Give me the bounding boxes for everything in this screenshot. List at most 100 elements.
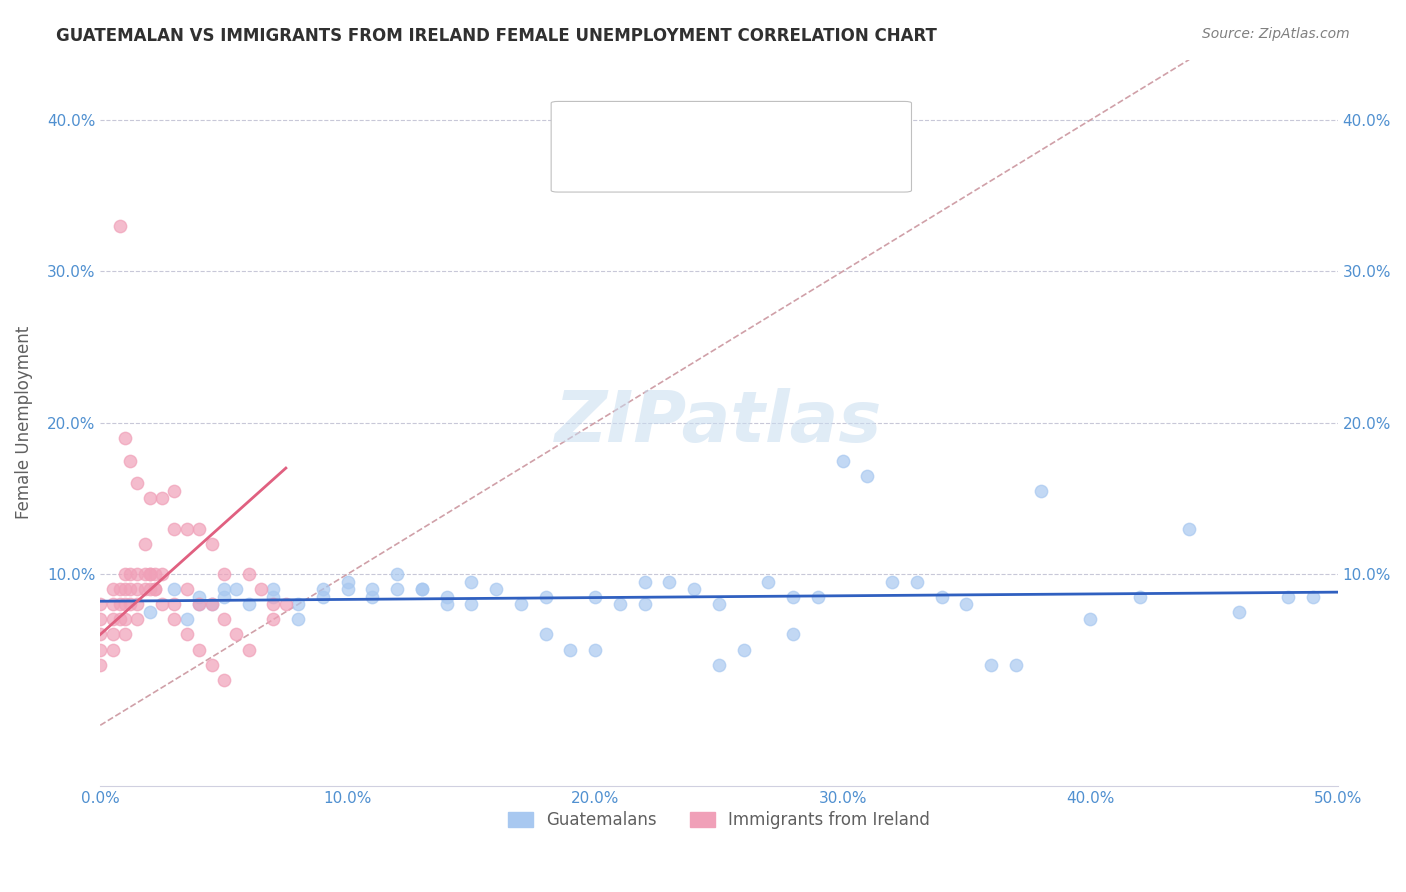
Guatemalans: [201, 597, 224, 611]
Guatemalans: [1129, 590, 1152, 604]
Guatemalans: [460, 574, 482, 589]
Guatemalans: [534, 627, 557, 641]
Immigrants from Ireland: [114, 597, 136, 611]
Immigrants from Ireland: [263, 597, 285, 611]
Guatemalans: [583, 590, 606, 604]
Guatemalans: [905, 574, 928, 589]
Guatemalans: [387, 582, 409, 596]
Legend: Guatemalans, Immigrants from Ireland: Guatemalans, Immigrants from Ireland: [501, 805, 936, 836]
Immigrants from Ireland: [101, 597, 124, 611]
Guatemalans: [411, 582, 433, 596]
Immigrants from Ireland: [139, 582, 162, 596]
Immigrants from Ireland: [250, 582, 273, 596]
Immigrants from Ireland: [127, 597, 149, 611]
Immigrants from Ireland: [118, 597, 141, 611]
Immigrants from Ireland: [108, 582, 131, 596]
Guatemalans: [212, 582, 235, 596]
Immigrants from Ireland: [101, 612, 124, 626]
Guatemalans: [225, 582, 247, 596]
Immigrants from Ireland: [163, 597, 186, 611]
Guatemalans: [782, 590, 804, 604]
Immigrants from Ireland: [163, 612, 186, 626]
Immigrants from Ireland: [139, 491, 162, 506]
Guatemalans: [361, 582, 384, 596]
Immigrants from Ireland: [201, 597, 224, 611]
Immigrants from Ireland: [274, 597, 297, 611]
Immigrants from Ireland: [225, 627, 247, 641]
Guatemalans: [856, 468, 879, 483]
Immigrants from Ireland: [143, 566, 166, 581]
Immigrants from Ireland: [134, 582, 156, 596]
Text: Source: ZipAtlas.com: Source: ZipAtlas.com: [1202, 27, 1350, 41]
Guatemalans: [510, 597, 533, 611]
Guatemalans: [733, 642, 755, 657]
Guatemalans: [658, 574, 681, 589]
Immigrants from Ireland: [139, 566, 162, 581]
Text: GUATEMALAN VS IMMIGRANTS FROM IRELAND FEMALE UNEMPLOYMENT CORRELATION CHART: GUATEMALAN VS IMMIGRANTS FROM IRELAND FE…: [56, 27, 938, 45]
Guatemalans: [287, 612, 309, 626]
Guatemalans: [707, 597, 730, 611]
Immigrants from Ireland: [114, 582, 136, 596]
Guatemalans: [807, 590, 830, 604]
Guatemalans: [411, 582, 433, 596]
Immigrants from Ireland: [134, 566, 156, 581]
Immigrants from Ireland: [238, 642, 260, 657]
Immigrants from Ireland: [114, 566, 136, 581]
Immigrants from Ireland: [150, 597, 173, 611]
Guatemalans: [1277, 590, 1299, 604]
Guatemalans: [534, 590, 557, 604]
Immigrants from Ireland: [163, 522, 186, 536]
Immigrants from Ireland: [108, 597, 131, 611]
Immigrants from Ireland: [176, 522, 198, 536]
Guatemalans: [1078, 612, 1101, 626]
Immigrants from Ireland: [150, 491, 173, 506]
Guatemalans: [782, 627, 804, 641]
Immigrants from Ireland: [89, 627, 111, 641]
Guatemalans: [634, 597, 657, 611]
Immigrants from Ireland: [212, 612, 235, 626]
Immigrants from Ireland: [139, 566, 162, 581]
Guatemalans: [176, 612, 198, 626]
Guatemalans: [882, 574, 904, 589]
Immigrants from Ireland: [89, 612, 111, 626]
Immigrants from Ireland: [114, 627, 136, 641]
Guatemalans: [212, 590, 235, 604]
Immigrants from Ireland: [127, 612, 149, 626]
Immigrants from Ireland: [176, 627, 198, 641]
Immigrants from Ireland: [118, 582, 141, 596]
Guatemalans: [1302, 590, 1324, 604]
Guatemalans: [436, 590, 458, 604]
Immigrants from Ireland: [263, 612, 285, 626]
Immigrants from Ireland: [143, 582, 166, 596]
Immigrants from Ireland: [89, 597, 111, 611]
Immigrants from Ireland: [143, 582, 166, 596]
Guatemalans: [460, 597, 482, 611]
Immigrants from Ireland: [188, 642, 211, 657]
Guatemalans: [336, 574, 359, 589]
Y-axis label: Female Unemployment: Female Unemployment: [15, 326, 32, 519]
Guatemalans: [931, 590, 953, 604]
Guatemalans: [139, 605, 162, 619]
Guatemalans: [336, 582, 359, 596]
Guatemalans: [634, 574, 657, 589]
Immigrants from Ireland: [89, 657, 111, 672]
Guatemalans: [831, 453, 853, 467]
Guatemalans: [263, 590, 285, 604]
Guatemalans: [238, 597, 260, 611]
Immigrants from Ireland: [238, 566, 260, 581]
Immigrants from Ireland: [201, 657, 224, 672]
Guatemalans: [1178, 522, 1201, 536]
Guatemalans: [683, 582, 706, 596]
Guatemalans: [707, 657, 730, 672]
Immigrants from Ireland: [101, 582, 124, 596]
Immigrants from Ireland: [127, 582, 149, 596]
Immigrants from Ireland: [114, 431, 136, 445]
Guatemalans: [758, 574, 780, 589]
Guatemalans: [436, 597, 458, 611]
Immigrants from Ireland: [114, 612, 136, 626]
Immigrants from Ireland: [201, 537, 224, 551]
Immigrants from Ireland: [163, 483, 186, 498]
Guatemalans: [287, 597, 309, 611]
Immigrants from Ireland: [212, 673, 235, 687]
Immigrants from Ireland: [127, 566, 149, 581]
